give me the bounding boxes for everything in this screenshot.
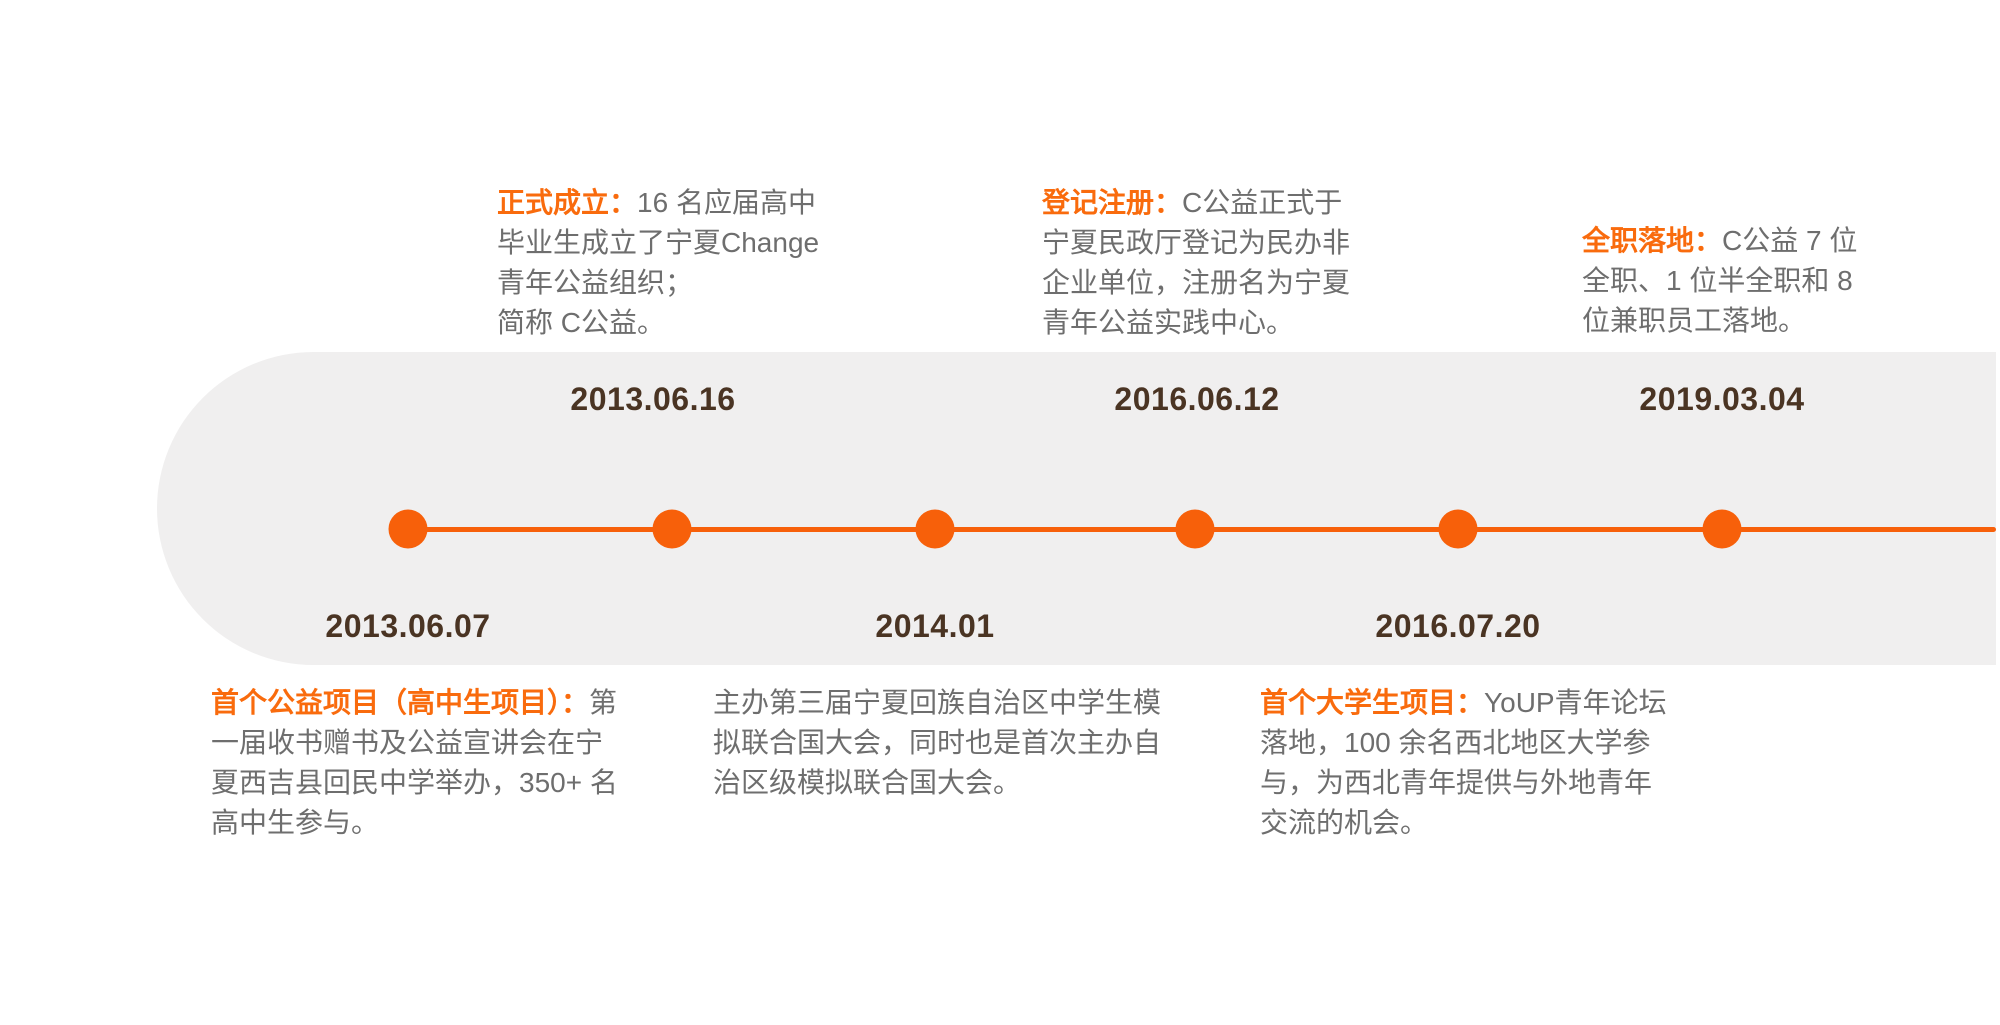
event-label: 登记注册： <box>1042 187 1183 218</box>
event-text-line: 首个公益项目（高中生项目）：第 <box>211 687 618 718</box>
event-description: 首个大学生项目：YoUP青年论坛 落地，100 余名西北地区大学参 与，为西北青… <box>1260 683 1667 843</box>
event-text-line: 全职落地：C公益 7 位 <box>1582 225 1858 256</box>
event-text-line: 夏西吉县回民中学举办，350+ 名 <box>211 767 618 798</box>
event-text-line: 宁夏民政厅登记为民办非 <box>1042 227 1351 258</box>
event-description: 全职落地：C公益 7 位 全职、1 位半全职和 8 位兼职员工落地。 <box>1582 221 1857 341</box>
event-text-line: 登记注册：C公益正式于 <box>1042 187 1343 218</box>
event-text-line: 毕业生成立了宁夏Change <box>497 227 820 258</box>
event-date: 2016.07.20 <box>1375 608 1541 644</box>
event-text-line: 主办第三届宁夏回族自治区中学生模 <box>713 687 1162 718</box>
event-label: 全职落地： <box>1582 225 1723 256</box>
event-text-line: 全职、1 位半全职和 8 <box>1582 265 1853 296</box>
event-text-line: 落地，100 余名西北地区大学参 <box>1260 727 1651 758</box>
event-text-line: 位兼职员工落地。 <box>1582 305 1807 336</box>
timeline-dot-2013-06-16 <box>652 509 692 549</box>
event-text-line: 治区级模拟联合国大会。 <box>713 767 1022 798</box>
event-description: 首个公益项目（高中生项目）：第 一届收书赠书及公益宣讲会在宁 夏西吉县回民中学举… <box>211 683 618 843</box>
event-date: 2014.01 <box>875 608 995 644</box>
event-text-line: 与，为西北青年提供与外地青年 <box>1260 767 1653 798</box>
event-label: 首个公益项目（高中生项目）： <box>211 687 590 718</box>
event-description: 正式成立：16 名应届高中 毕业生成立了宁夏Change 青年公益组织； 简称 … <box>497 183 819 343</box>
timeline-dot-2019-03-04 <box>1702 509 1742 549</box>
timeline-dot-2016-07-20 <box>1438 509 1478 549</box>
event-date: 2013.06.16 <box>570 381 736 417</box>
event-text-line: 青年公益实践中心。 <box>1042 307 1295 338</box>
event-text-line: 简称 C公益。 <box>497 307 666 338</box>
timeline-band <box>157 352 1996 665</box>
timeline-dot-2014-01 <box>915 509 955 549</box>
event-label: 首个大学生项目： <box>1260 687 1485 718</box>
event-date: 2013.06.07 <box>325 608 491 644</box>
event-text-line: 交流的机会。 <box>1260 807 1429 838</box>
event-date: 2016.06.12 <box>1114 381 1280 417</box>
event-date: 2019.03.04 <box>1639 381 1805 417</box>
timeline-dot-2016-06-12 <box>1175 509 1215 549</box>
event-text-line: 高中生参与。 <box>211 807 380 838</box>
event-description: 登记注册：C公益正式于 宁夏民政厅登记为民办非 企业单位，注册名为宁夏 青年公益… <box>1042 183 1350 343</box>
event-text-line: 企业单位，注册名为宁夏 <box>1042 267 1351 298</box>
event-text-line: 一届收书赠书及公益宣讲会在宁 <box>211 727 604 758</box>
event-label: 正式成立： <box>497 187 638 218</box>
timeline-dot-2013-06-07 <box>388 509 428 549</box>
event-text-line: 拟联合国大会，同时也是首次主办自 <box>713 727 1162 758</box>
event-description: 主办第三届宁夏回族自治区中学生模 拟联合国大会，同时也是首次主办自 治区级模拟联… <box>713 683 1161 803</box>
event-text-line: 青年公益组织； <box>497 267 694 298</box>
event-text-line: 正式成立：16 名应届高中 <box>497 187 816 218</box>
event-text-line: 首个大学生项目：YoUP青年论坛 <box>1260 687 1667 718</box>
